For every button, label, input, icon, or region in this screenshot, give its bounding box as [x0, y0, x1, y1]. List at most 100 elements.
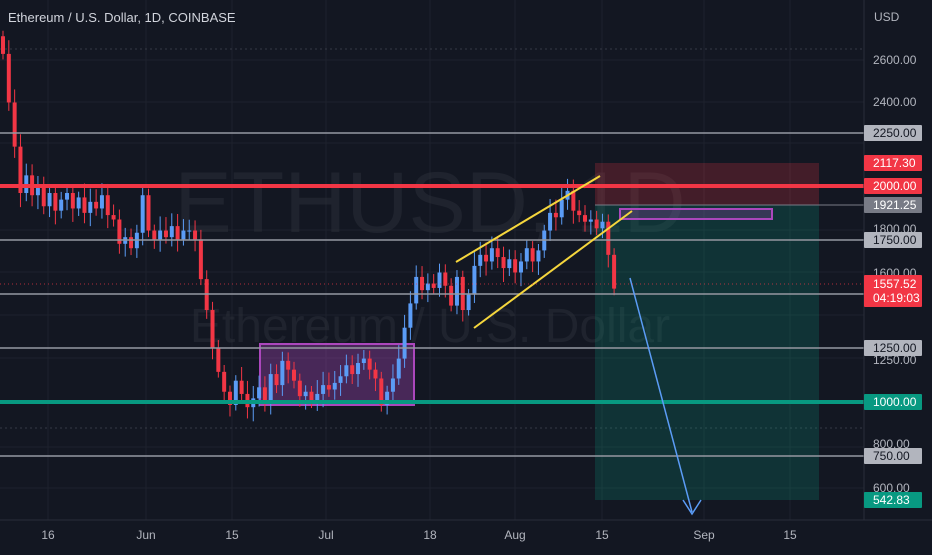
candle-body: [175, 226, 180, 240]
candle-body: [292, 369, 296, 381]
candle-body: [344, 365, 349, 377]
candle-body: [536, 250, 541, 262]
candle-body: [501, 257, 506, 269]
candle-body: [583, 215, 587, 222]
candle-body: [315, 393, 320, 401]
candle-body: [338, 376, 343, 383]
candle-body: [367, 358, 372, 370]
level-tag-750-00-bg: [864, 448, 922, 464]
candle-body: [606, 221, 611, 255]
candle-body: [588, 219, 593, 222]
candle-body: [105, 195, 110, 216]
chart-title: Ethereum / U.S. Dollar, 1D, COINBASE: [8, 10, 236, 25]
target-price-tag-bg: [864, 492, 922, 508]
candle-body: [507, 259, 512, 269]
candle-body: [82, 197, 87, 213]
candle-body: [524, 248, 529, 262]
level-tag-2000-00-bg: [864, 178, 922, 194]
candle-body: [169, 226, 174, 238]
candle-body: [321, 385, 326, 394]
candle-body: [332, 382, 337, 390]
candle-body: [158, 230, 163, 240]
time-tick-label: 15: [225, 528, 239, 542]
candle-body: [198, 239, 203, 280]
candle-body: [41, 186, 46, 207]
take-profit-zone[interactable]: [595, 205, 819, 500]
level-tag-2000-00: 2000.00: [873, 179, 917, 193]
price-tick-label: 1250.00: [873, 353, 917, 367]
entry-price-tag-bg: [864, 197, 922, 213]
candle-body: [513, 259, 518, 273]
candle-body: [239, 380, 244, 394]
candle-body: [309, 391, 314, 401]
wedge-upper-line[interactable]: [455, 175, 601, 263]
last-price-tag-bg: [864, 275, 922, 307]
candle-body: [553, 212, 558, 218]
price-tick-label: 600.00: [873, 481, 910, 495]
candle-body: [233, 380, 238, 405]
candle-body: [600, 221, 605, 229]
candle-body: [495, 248, 500, 258]
price-tick-label: 2600.00: [873, 53, 917, 67]
candle-body: [466, 294, 471, 311]
candle-body: [484, 254, 489, 262]
candle-body: [594, 219, 599, 229]
currency-label: USD: [874, 10, 900, 24]
candle-body: [385, 391, 390, 405]
projection-arrow-line[interactable]: [629, 277, 693, 513]
level-tag-1000-00: 1000.00: [873, 395, 917, 409]
stop-loss-tag-bg: [864, 155, 922, 171]
candle-body: [140, 195, 145, 233]
candle-body: [373, 369, 378, 379]
candle-body: [361, 358, 366, 364]
candle-body: [1, 36, 5, 54]
candle-body: [350, 365, 355, 375]
time-scale[interactable]: [0, 520, 932, 550]
level-tag-1750-00-bg: [864, 232, 922, 248]
candle-body: [303, 391, 308, 397]
time-tick-label: Aug: [504, 528, 525, 542]
candle-body: [129, 237, 134, 249]
candle-body: [414, 276, 419, 304]
candle-body: [577, 210, 582, 216]
candle-body: [117, 219, 122, 244]
candle-body: [70, 193, 75, 209]
candle-body: [94, 201, 99, 209]
price-scale[interactable]: [864, 0, 932, 520]
candle-body: [88, 201, 93, 213]
last-price-value: 1557.52: [873, 277, 917, 291]
level-tag-750-00: 750.00: [873, 449, 910, 463]
candle-body: [530, 248, 535, 262]
candle-body: [571, 190, 576, 211]
candle-body: [193, 230, 198, 240]
candle-body: [425, 283, 430, 291]
price-tick-label: 2400.00: [873, 95, 917, 109]
candle-body: [390, 378, 395, 392]
bar-countdown: 04:19:03: [873, 291, 920, 305]
entry-price-tag: 1921.25: [873, 198, 917, 212]
time-tick-label: 16: [41, 528, 55, 542]
candle-body: [286, 360, 291, 370]
candle-body: [431, 283, 436, 288]
candle-body: [472, 265, 477, 295]
candle-body: [437, 272, 442, 288]
level-tag-2250-00-bg: [864, 125, 922, 141]
candle-body: [12, 102, 17, 147]
time-tick-label: 18: [423, 528, 437, 542]
candle-body: [326, 385, 331, 390]
wedge-lower-line[interactable]: [473, 210, 633, 329]
candle-body: [454, 276, 459, 306]
supply-zone-box[interactable]: [619, 208, 773, 220]
candle-body: [379, 378, 384, 405]
time-tick-label: Jun: [136, 528, 155, 542]
level-tag-1000-00-bg: [864, 394, 922, 410]
candle-body: [449, 285, 454, 306]
candle-body: [257, 387, 262, 399]
candle-body: [47, 193, 52, 207]
candle-body: [443, 272, 448, 286]
candle-body: [559, 199, 564, 218]
candle-body: [35, 186, 40, 196]
candle-body: [478, 254, 483, 266]
